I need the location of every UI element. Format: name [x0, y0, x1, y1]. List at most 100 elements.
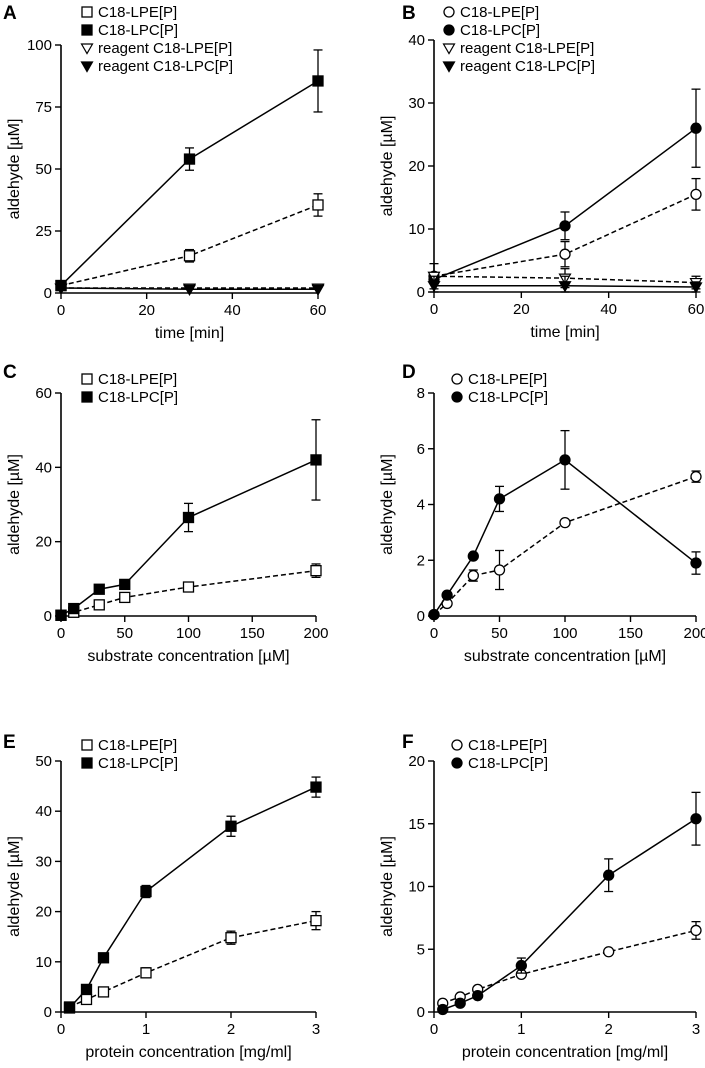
legend-marker: [442, 43, 456, 55]
panel-C: C 0 50 100 150 200 0 20 40 60 substrate concentrat…: [3, 362, 329, 665]
series-reagent C18-LPC[P]: [54, 283, 325, 296]
series-C18-LPE[P]: [428, 470, 702, 621]
x-tick-label: 40: [224, 302, 241, 319]
x-tick-label: 1: [142, 1021, 150, 1038]
data-point: [472, 990, 484, 1002]
y-tick-label: 75: [35, 99, 52, 116]
legend: C18-LPE[P]C18-LPC[P]: [451, 737, 548, 772]
y-tick-label: 0: [417, 1004, 425, 1021]
data-point: [182, 284, 197, 296]
y-tick-label: 25: [35, 223, 52, 240]
x-tick-label: 60: [310, 302, 327, 319]
legend: C18-LPE[P]C18-LPC[P]: [451, 371, 548, 406]
y-tick-label: 2: [417, 552, 425, 569]
data-point: [182, 581, 195, 593]
panel-letter: D: [402, 362, 416, 383]
data-point: [55, 609, 67, 621]
legend: C18-LPE[P]C18-LPC[P]reagent C18-LPE[P]re…: [80, 4, 233, 75]
data-point: [93, 599, 105, 611]
x-tick-label: 150: [618, 625, 643, 642]
data-point: [68, 602, 80, 615]
series-line: [442, 818, 697, 1011]
y-tick-label: 50: [35, 161, 52, 178]
y-tick-label: 6: [417, 441, 425, 458]
legend: C18-LPE[P]C18-LPC[P]: [81, 371, 178, 406]
data-point: [559, 220, 571, 232]
panel-letter: B: [402, 3, 416, 24]
legend-label: C18-LPE[P]: [98, 737, 177, 754]
x-tick-label: 100: [176, 625, 201, 642]
series-C18-LPC[P]: [63, 776, 322, 1014]
y-tick-label: 0: [44, 1004, 52, 1021]
legend-marker: [81, 6, 93, 18]
data-point: [183, 153, 196, 165]
legend-label: C18-LPC[P]: [468, 755, 548, 772]
x-tick-label: 20: [513, 301, 530, 318]
y-tick-label: 10: [408, 221, 425, 238]
legend-label: reagent C18-LPC[P]: [460, 58, 595, 75]
y-tick-label: 15: [408, 816, 425, 833]
data-point: [119, 591, 131, 604]
data-point: [140, 885, 152, 898]
series-C18-LPC[P]: [428, 429, 702, 621]
legend-marker: [81, 373, 93, 385]
legend-label: C18-LPE[P]: [98, 4, 177, 21]
panel-D: D 0 50 100 150 200 0 2 4 6 8 substrate concentratio…: [379, 362, 705, 665]
x-tick-label: 0: [430, 301, 438, 318]
data-point: [93, 583, 105, 595]
legend-label: C18-LPE[P]: [468, 737, 547, 754]
data-point: [690, 557, 702, 569]
x-axis-title: time [min]: [530, 324, 599, 341]
data-point: [312, 199, 324, 211]
y-tick-label: 40: [408, 32, 425, 49]
y-tick-label: 30: [35, 853, 52, 870]
x-tick-label: 2: [604, 1021, 612, 1038]
legend: C18-LPE[P]C18-LPC[P]: [81, 737, 178, 772]
series-line: [69, 919, 317, 1008]
data-point: [119, 578, 131, 591]
legend-label: C18-LPE[P]: [98, 371, 177, 388]
data-point: [310, 565, 322, 577]
data-point: [559, 516, 571, 529]
legend-label: reagent C18-LPE[P]: [98, 40, 232, 57]
data-point: [312, 75, 324, 87]
y-tick-label: 40: [35, 803, 52, 820]
data-point: [690, 924, 702, 937]
x-axis-title: protein concentration [mg/ml]: [85, 1044, 291, 1061]
x-tick-label: 1: [517, 1021, 525, 1038]
legend-label: C18-LPE[P]: [468, 371, 547, 388]
series-line: [433, 475, 697, 616]
data-point: [63, 1002, 76, 1014]
panel-letter: A: [3, 3, 17, 24]
data-point: [441, 589, 453, 601]
data-point: [559, 454, 571, 466]
x-tick-label: 150: [240, 625, 265, 642]
x-tick-label: 2: [227, 1021, 235, 1038]
x-axis-title: protein concentration [mg/ml]: [462, 1044, 668, 1061]
data-point: [437, 1003, 449, 1016]
y-tick-label: 20: [35, 904, 52, 921]
data-point: [225, 932, 237, 944]
data-point: [559, 248, 571, 260]
y-tick-label: 30: [408, 95, 425, 112]
data-point: [183, 250, 196, 262]
series-reagent C18-LPC[P]: [427, 275, 703, 294]
x-tick-label: 0: [430, 1021, 438, 1038]
y-tick-label: 0: [44, 285, 52, 302]
y-tick-label: 60: [35, 385, 52, 402]
x-tick-label: 200: [303, 625, 328, 642]
data-point: [311, 284, 325, 296]
y-axis-title: aldehyde [µM]: [379, 454, 396, 555]
data-point: [182, 511, 195, 524]
data-point: [427, 281, 441, 293]
legend-marker: [451, 373, 463, 385]
legend: C18-LPE[P]C18-LPC[P]reagent C18-LPE[P]re…: [442, 4, 595, 75]
data-point: [54, 283, 68, 295]
x-axis-title: substrate concentration [µM]: [464, 648, 666, 665]
legend-marker: [442, 61, 456, 73]
legend-label: C18-LPC[P]: [468, 389, 548, 406]
data-point: [454, 997, 466, 1009]
